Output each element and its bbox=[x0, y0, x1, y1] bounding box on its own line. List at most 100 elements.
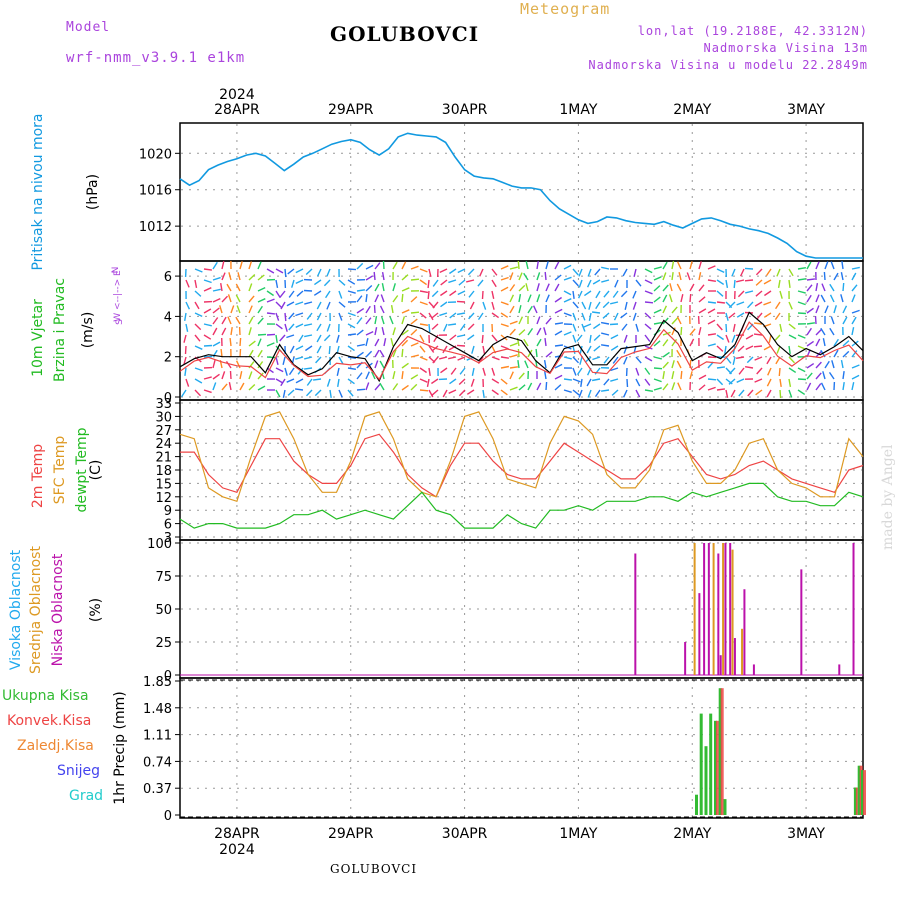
wind-barb bbox=[766, 378, 772, 387]
wind-ylabel-2: Brzina i Pravac bbox=[52, 278, 68, 382]
wind-barb bbox=[788, 389, 793, 398]
temp-ylabel-2m: 2m Temp bbox=[30, 444, 46, 508]
wind-barb bbox=[774, 312, 781, 321]
wind-barb bbox=[668, 294, 673, 303]
pressure-line bbox=[179, 132, 863, 259]
wind-barb bbox=[500, 286, 509, 292]
wind-barb bbox=[248, 261, 253, 270]
wind-barb bbox=[820, 382, 826, 391]
wind-barb bbox=[635, 389, 641, 398]
wind-barb bbox=[323, 334, 331, 342]
wind-barb bbox=[851, 272, 857, 281]
wind-barb bbox=[698, 374, 707, 380]
wind-barb bbox=[527, 328, 534, 336]
wind-barb bbox=[306, 312, 313, 320]
wind-barb bbox=[797, 290, 806, 294]
wind-barb bbox=[653, 367, 663, 370]
wind-barb bbox=[471, 345, 475, 354]
wind-barb bbox=[644, 279, 653, 285]
wind-barb bbox=[815, 294, 820, 303]
grid-layer bbox=[175, 124, 863, 818]
wind-barb bbox=[543, 359, 547, 369]
wind-barb bbox=[449, 312, 457, 319]
wind-barb bbox=[680, 294, 684, 303]
bottom-day-label: 3MAY bbox=[787, 826, 825, 842]
wind-barb bbox=[587, 389, 592, 398]
wind-barb bbox=[257, 333, 267, 336]
model-altitude-text: Nadmorska Visina u modelu 22.2849m bbox=[588, 58, 868, 72]
wind-barb bbox=[671, 317, 678, 325]
wind-barb bbox=[235, 360, 241, 369]
wind-barb bbox=[212, 373, 220, 380]
wind-barb bbox=[365, 294, 368, 303]
pressure-unit: (hPa) bbox=[85, 174, 101, 210]
wind-barb bbox=[662, 272, 667, 281]
wind-barb bbox=[653, 387, 662, 391]
wind-barb bbox=[744, 366, 754, 369]
y-tick-label: 15 bbox=[155, 477, 172, 492]
wind-barb bbox=[815, 328, 823, 336]
wind-barb bbox=[572, 378, 581, 383]
wind-barb bbox=[737, 345, 745, 352]
bottom-year-label: 2024 bbox=[219, 842, 255, 858]
wind-barb bbox=[653, 285, 661, 292]
wind-barb bbox=[316, 323, 322, 332]
wind-barb bbox=[431, 290, 439, 298]
wind-barb bbox=[716, 323, 723, 331]
wind-barb bbox=[544, 370, 547, 380]
wind-barb bbox=[595, 301, 601, 310]
wind-barb bbox=[851, 327, 855, 336]
wind-barb bbox=[586, 279, 592, 288]
wind-barb bbox=[671, 360, 675, 369]
temp-line bbox=[179, 482, 864, 529]
wind-barb bbox=[763, 312, 772, 318]
wind-barb bbox=[457, 290, 466, 296]
wind-barb bbox=[365, 371, 370, 380]
wind-barb bbox=[381, 327, 385, 336]
wind-barb bbox=[456, 300, 466, 303]
wind-barb bbox=[831, 360, 835, 369]
wind-barb bbox=[257, 338, 262, 347]
wind-barb bbox=[306, 378, 313, 386]
wind-barb bbox=[554, 384, 562, 391]
wind-barb bbox=[401, 371, 404, 380]
wind-barb bbox=[754, 356, 763, 361]
y-tick-label: 0 bbox=[164, 809, 172, 824]
wind-barb bbox=[257, 261, 262, 270]
wind-barb bbox=[725, 323, 728, 333]
wind-barb bbox=[280, 378, 286, 387]
wind-barb bbox=[471, 367, 475, 376]
wind-barb bbox=[671, 382, 676, 391]
wind-barb bbox=[833, 338, 839, 347]
wind-barb bbox=[735, 356, 745, 359]
y-tick-label: 3 bbox=[164, 531, 172, 546]
wind-barb bbox=[371, 371, 376, 380]
y-tick-label: 24 bbox=[155, 437, 172, 452]
wind-barb bbox=[184, 345, 187, 355]
wind-barb bbox=[621, 323, 628, 331]
wind-barb bbox=[304, 356, 313, 360]
wind-barb bbox=[410, 265, 419, 270]
wind-barb bbox=[316, 312, 322, 321]
wind-barb bbox=[669, 283, 673, 292]
compass-n: N bbox=[111, 267, 121, 274]
wind-barb bbox=[766, 389, 772, 398]
compass-we: W <--|--> E bbox=[113, 270, 123, 322]
wind-barb bbox=[851, 350, 858, 358]
wind-barb bbox=[266, 290, 274, 297]
wind-barb bbox=[820, 294, 826, 303]
wind-barb bbox=[524, 360, 529, 369]
wind-barb bbox=[806, 294, 812, 303]
wind-barb bbox=[707, 378, 717, 381]
meteogram-label: Meteogram bbox=[520, 0, 611, 18]
wind-barb bbox=[347, 279, 356, 285]
wind-barb bbox=[536, 327, 542, 336]
wind-barb bbox=[806, 284, 813, 292]
wind-barb bbox=[518, 293, 522, 303]
wind-barb bbox=[239, 348, 242, 358]
wind-barb bbox=[410, 296, 418, 303]
wind-barb bbox=[788, 356, 796, 364]
wind-barb bbox=[275, 301, 283, 309]
wind-barb bbox=[401, 329, 409, 336]
